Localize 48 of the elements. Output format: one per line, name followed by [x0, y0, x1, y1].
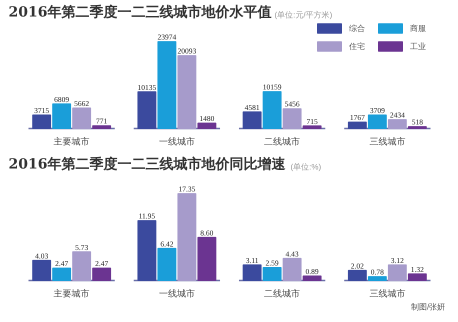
x-tick-label: 主要城市: [54, 288, 90, 298]
bar: [92, 268, 112, 281]
bar: [72, 107, 92, 129]
x-tick-label: 二线城市: [264, 288, 300, 298]
chart-title: 2016年第二季度一二三线城市地价同比增速: [8, 156, 286, 172]
legend-label: 工业: [410, 40, 427, 52]
x-tick-label: 三线城市: [369, 288, 406, 298]
bar: [368, 276, 387, 281]
bar: [408, 273, 427, 281]
bar: [368, 114, 387, 129]
bar: [92, 125, 112, 129]
bar: [242, 111, 262, 129]
chart-subtitle: (单位:元/平方米): [274, 10, 333, 20]
bar: [52, 103, 72, 129]
bar: [388, 264, 407, 281]
bar: [197, 236, 216, 281]
legend-label: 商服: [410, 22, 427, 34]
bar: [137, 91, 156, 129]
bar: [302, 125, 322, 129]
text: 制图/张妍: [411, 302, 446, 312]
x-tick-label: 三线城市: [369, 136, 406, 146]
bar: [302, 276, 322, 281]
bar: [282, 108, 302, 129]
chart-title: 2016年第二季度一二三线城市地价水平值: [8, 4, 272, 20]
legend-label: 住宅: [349, 40, 366, 52]
bar: [177, 55, 196, 129]
bar: [388, 119, 407, 129]
x-tick-label: 主要城市: [54, 136, 90, 146]
bar: [197, 122, 216, 129]
bar: [348, 122, 367, 129]
x-tick-label: 一线城市: [158, 288, 195, 298]
bar: [72, 251, 92, 281]
bar: [137, 220, 156, 281]
bar: [32, 260, 52, 281]
bar: [262, 267, 282, 281]
chart-subtitle: (单位:%): [290, 162, 322, 172]
bar: [262, 91, 282, 129]
legend-label: 综合: [349, 22, 366, 34]
bar: [52, 268, 72, 281]
bar: [177, 193, 196, 281]
x-tick-label: 一线城市: [158, 136, 195, 146]
x-tick-label: 二线城市: [264, 136, 300, 146]
bar: [157, 248, 176, 281]
bar: [282, 258, 302, 281]
bar: [157, 41, 176, 129]
bar: [242, 264, 262, 281]
bar: [32, 114, 52, 129]
bar: [348, 270, 367, 281]
